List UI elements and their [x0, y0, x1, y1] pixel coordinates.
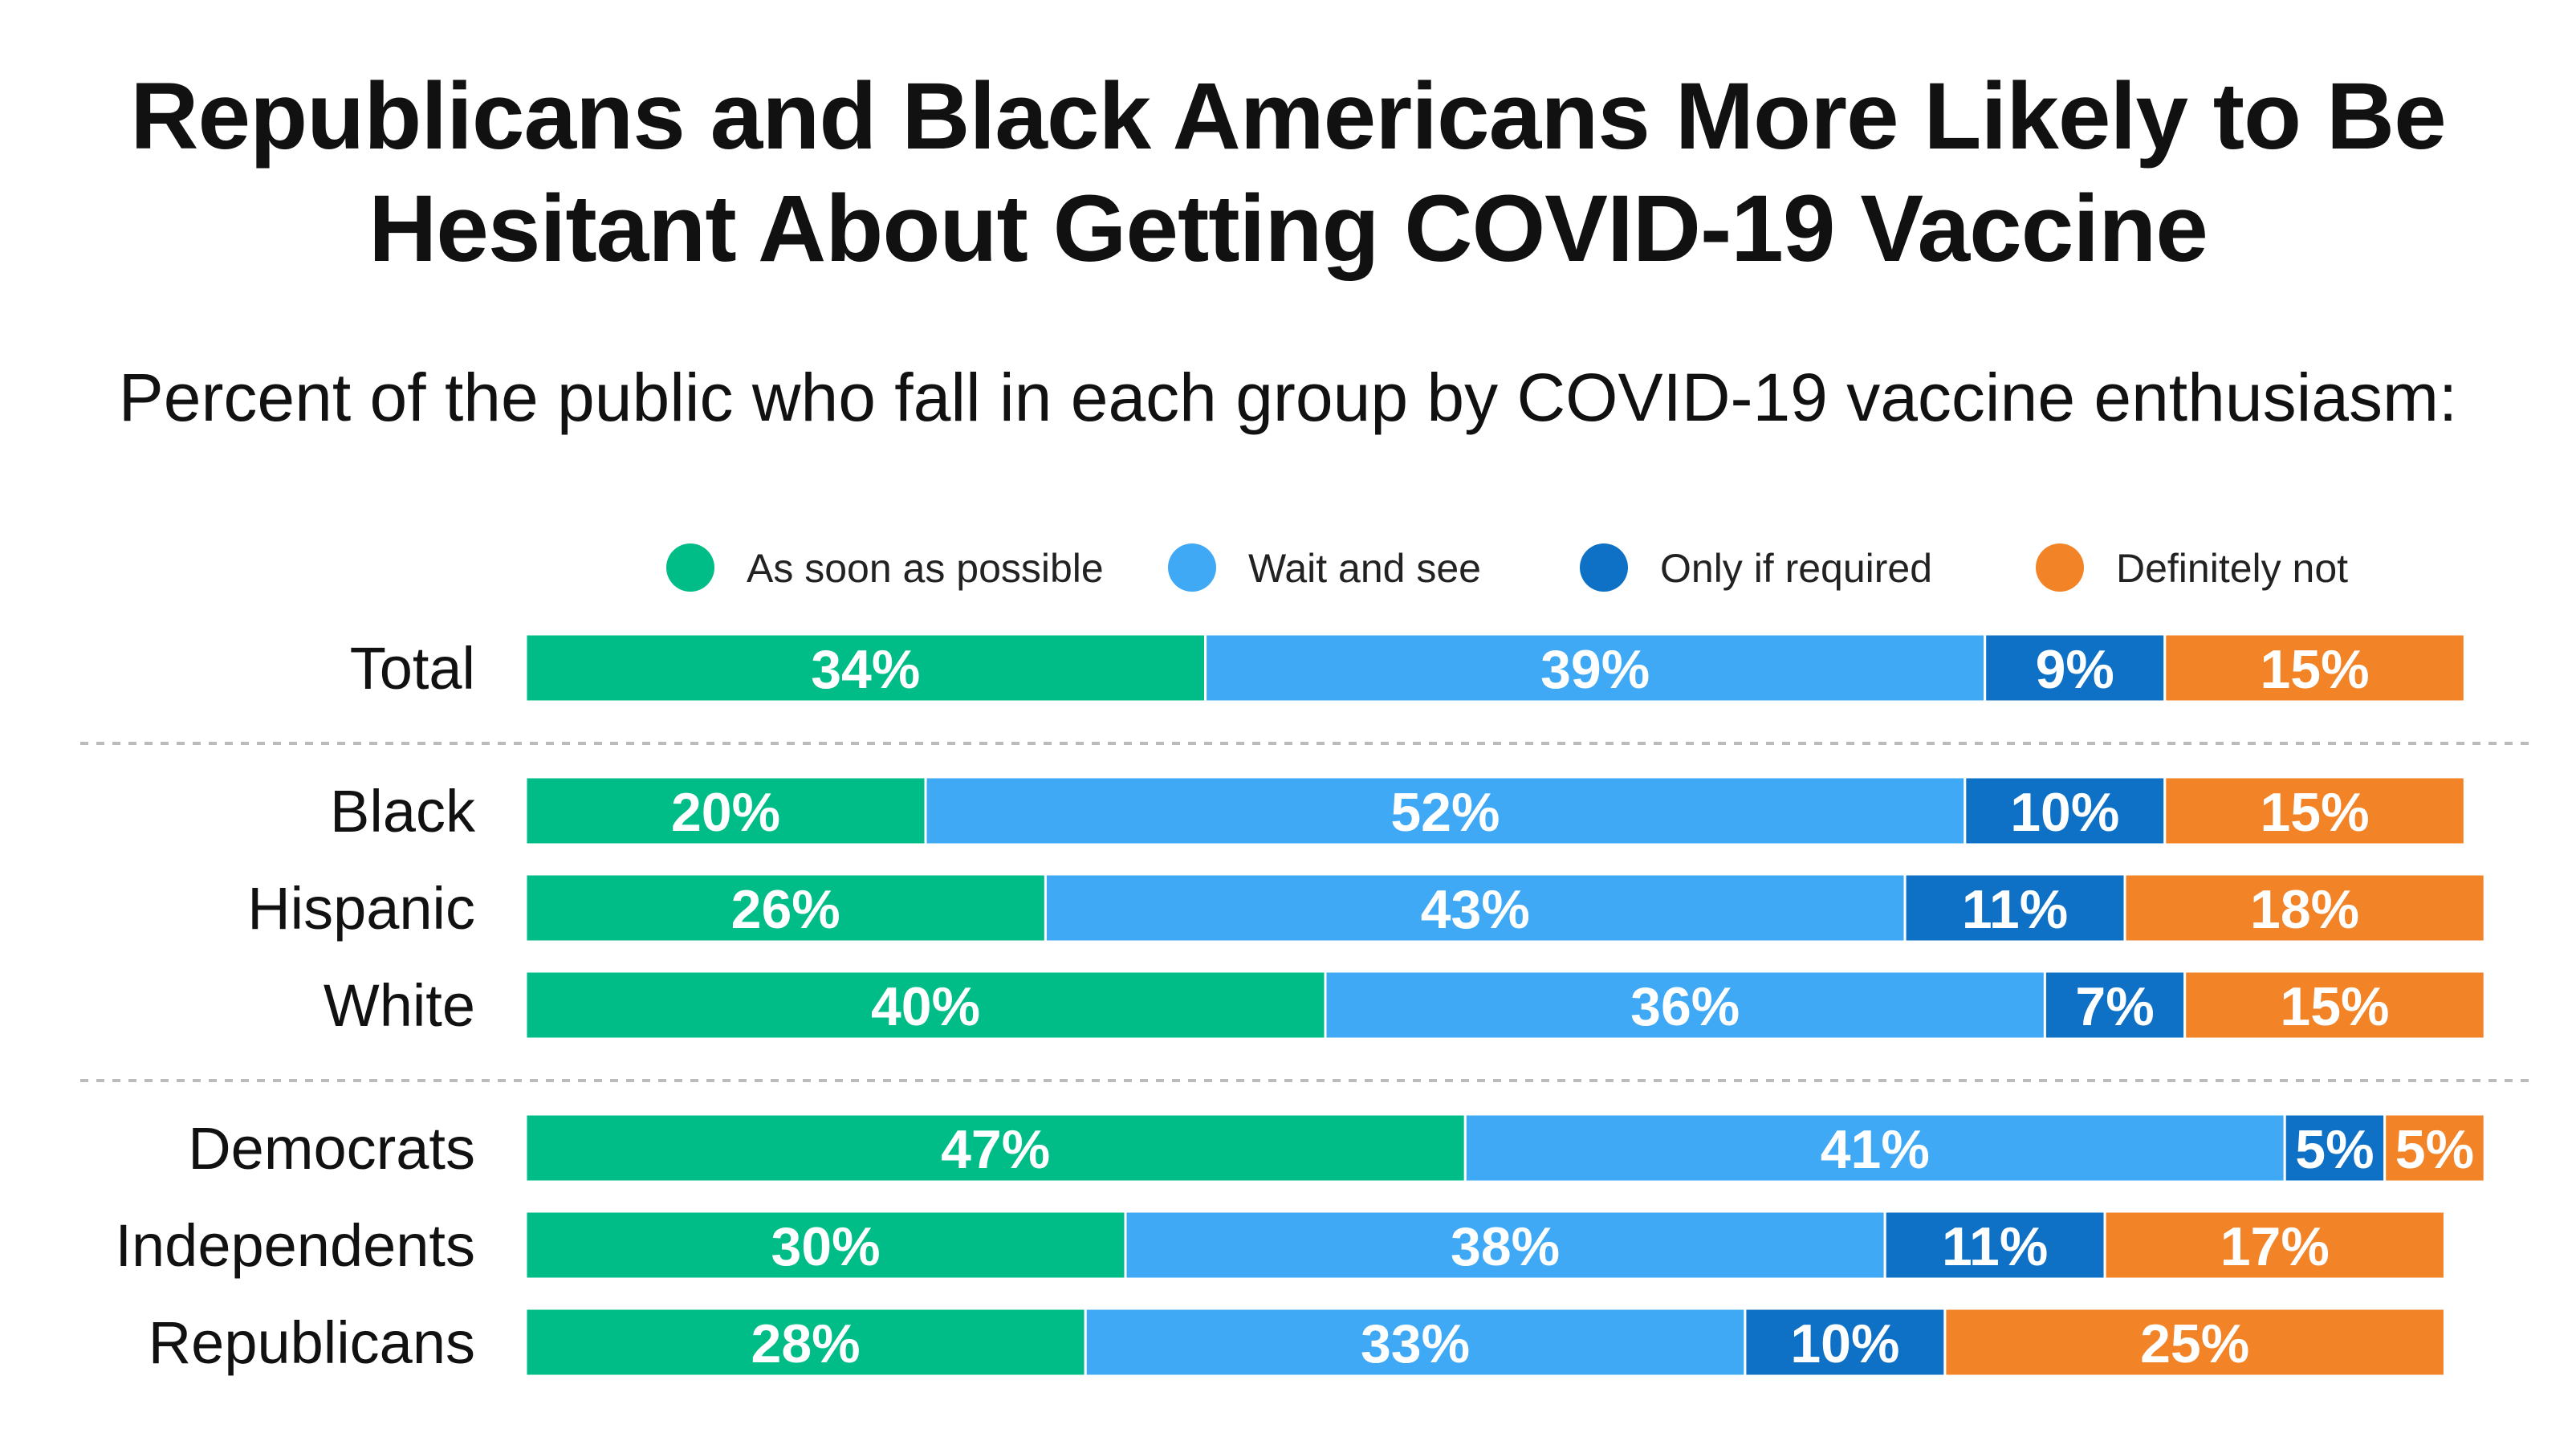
chart-title-line-1: Republicans and Black Americans More Lik…	[130, 63, 2446, 169]
data-label: 5%	[2295, 1119, 2374, 1180]
legend-marker-2	[1168, 543, 1216, 592]
data-label: 15%	[2260, 639, 2369, 700]
bar-segment	[524, 775, 927, 846]
bar-segment	[524, 1113, 1467, 1183]
data-label: 26%	[731, 879, 840, 940]
row-label: Democrats	[188, 1115, 475, 1182]
bar-segment	[2163, 775, 2466, 846]
data-label: 47%	[941, 1119, 1050, 1180]
bar-segment	[524, 1210, 1127, 1280]
data-label: 11%	[1942, 1216, 2048, 1277]
data-label: 33%	[1361, 1313, 1470, 1374]
data-label: 10%	[2010, 782, 2119, 843]
bar-segment	[924, 775, 1967, 846]
chart-subtitle: Percent of the public who fall in each g…	[118, 360, 2458, 435]
legend-marker-3	[1580, 543, 1628, 592]
data-label: 43%	[1421, 879, 1530, 940]
bar-segment	[1204, 633, 1987, 703]
data-label: 15%	[2260, 782, 2369, 843]
data-label: 20%	[671, 782, 780, 843]
bar-segment	[1943, 1307, 2446, 1378]
bar-segment	[1084, 1307, 1747, 1378]
data-label: 15%	[2280, 976, 2389, 1037]
data-label: 41%	[1821, 1119, 1930, 1180]
bar-segment	[1984, 633, 2167, 703]
bar-segment	[2043, 970, 2187, 1040]
legend-label-4: Definitely not	[2116, 546, 2348, 591]
row-label: Black	[330, 778, 476, 845]
chart-title: Republicans and Black Americans More Lik…	[0, 60, 2576, 285]
legend-label-3: Only if required	[1660, 546, 1932, 591]
data-label: 39%	[1540, 639, 1650, 700]
row-label: White	[324, 972, 475, 1039]
chart-title-line-2: Hesitant About Getting COVID-19 Vaccine	[368, 176, 2208, 282]
bar-segment	[1883, 1210, 2106, 1280]
bar-segment	[1324, 970, 2046, 1040]
data-label: 5%	[2395, 1119, 2474, 1180]
data-label: 28%	[751, 1313, 861, 1374]
data-label: 40%	[871, 976, 980, 1037]
bar-segment	[2183, 970, 2486, 1040]
data-label: 7%	[2075, 976, 2154, 1037]
row-label: Total	[350, 635, 475, 702]
bar-segment	[1964, 775, 2167, 846]
data-label: 30%	[771, 1216, 880, 1277]
bar-segment	[524, 873, 1047, 943]
data-label: 17%	[2220, 1216, 2330, 1277]
row-label: Independents	[115, 1212, 475, 1279]
bar-segment	[2163, 633, 2466, 703]
bar-segment	[524, 970, 1327, 1040]
data-label: 18%	[2250, 879, 2359, 940]
legend-label-1: As soon as possible	[747, 546, 1104, 591]
bar-segment	[524, 1307, 1087, 1378]
bar-segment	[2123, 873, 2486, 943]
data-label: 25%	[2140, 1313, 2249, 1374]
row-label: Republicans	[149, 1309, 475, 1376]
data-label: 36%	[1630, 976, 1740, 1037]
legend-marker-1	[666, 543, 714, 592]
data-label: 52%	[1390, 782, 1500, 843]
legend-label-2: Wait and see	[1248, 546, 1481, 591]
data-label: 11%	[1962, 879, 2068, 940]
bar-segment	[1044, 873, 1907, 943]
row-label: Hispanic	[247, 875, 475, 942]
bar-segment	[2383, 1113, 2486, 1183]
bar-segment	[2103, 1210, 2446, 1280]
bar-segment	[1124, 1210, 1886, 1280]
data-label: 38%	[1451, 1216, 1560, 1277]
data-label: 10%	[1790, 1313, 1899, 1374]
bar-segment	[1903, 873, 2126, 943]
legend-marker-4	[2036, 543, 2084, 592]
bar-segment	[1463, 1113, 2286, 1183]
data-label: 34%	[811, 639, 920, 700]
data-label: 9%	[2036, 639, 2114, 700]
bar-segment	[1744, 1307, 1947, 1378]
bar-segment	[2283, 1113, 2387, 1183]
